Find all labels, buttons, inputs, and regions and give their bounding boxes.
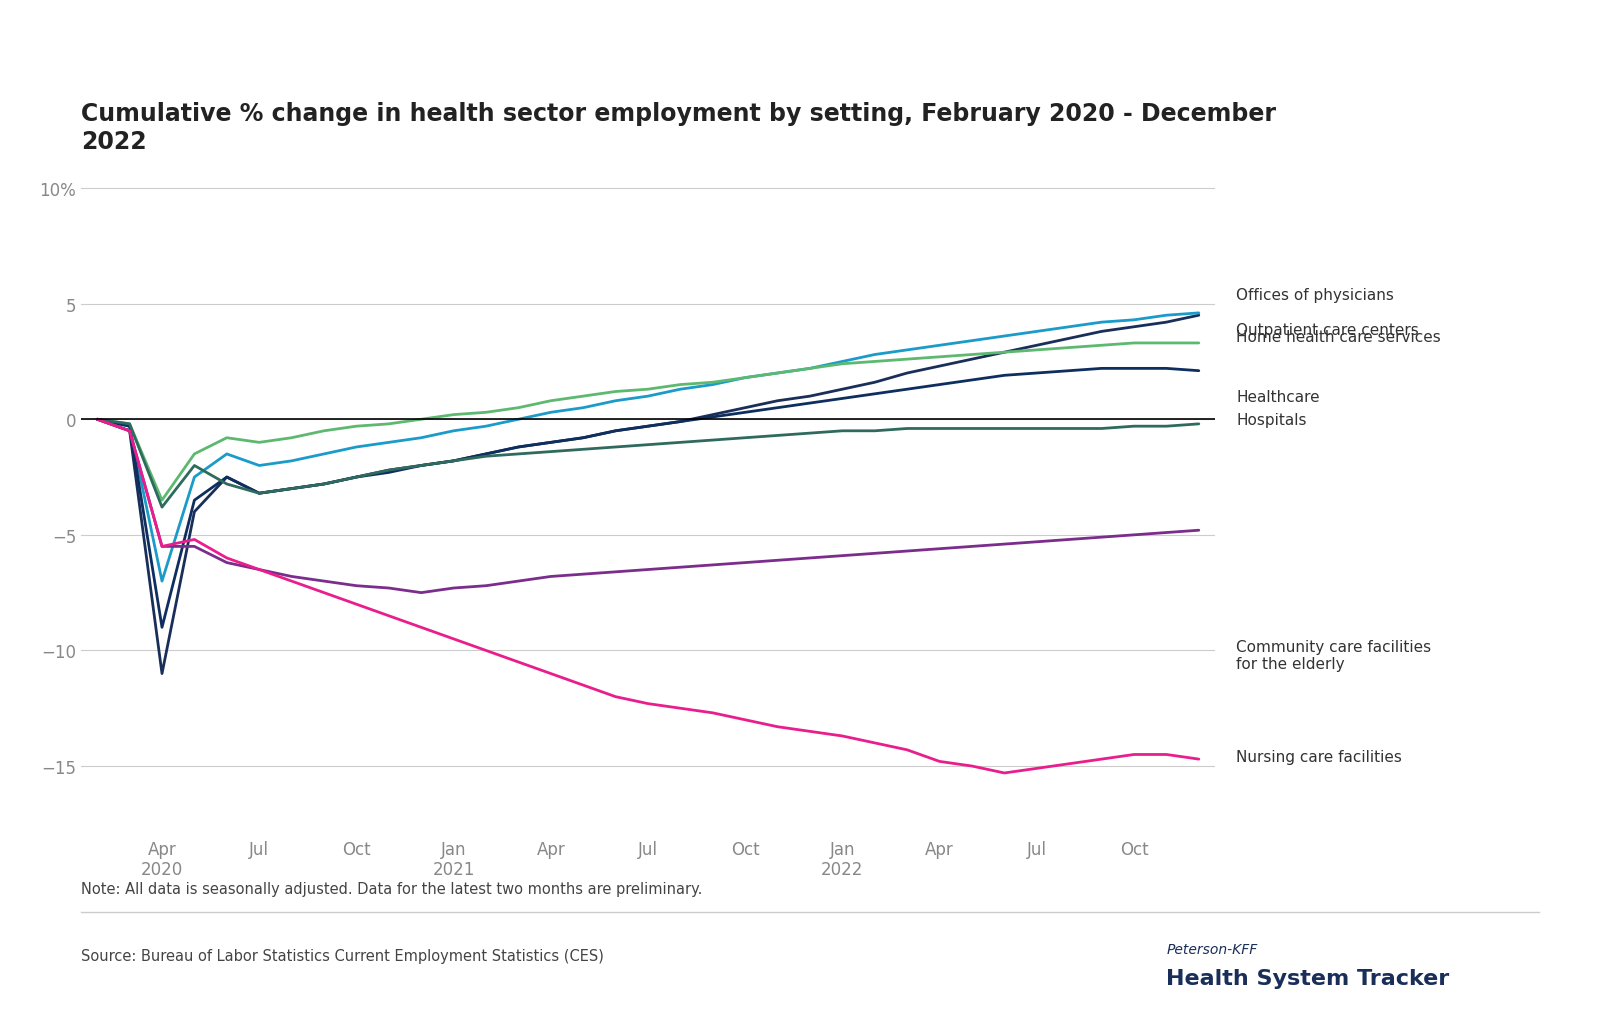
Text: Source: Bureau of Labor Statistics Current Employment Statistics (CES): Source: Bureau of Labor Statistics Curre… (81, 948, 604, 963)
Text: Community care facilities
for the elderly: Community care facilities for the elderl… (1236, 639, 1430, 672)
Text: 2022: 2022 (821, 861, 863, 878)
Text: Peterson-KFF: Peterson-KFF (1166, 943, 1257, 957)
Text: 2021: 2021 (433, 861, 475, 878)
Text: Outpatient care centers: Outpatient care centers (1236, 322, 1419, 337)
Text: 2020: 2020 (141, 861, 183, 878)
Text: Home health care services: Home health care services (1236, 329, 1440, 344)
Text: Health System Tracker: Health System Tracker (1166, 968, 1450, 988)
Text: Note: All data is seasonally adjusted. Data for the latest two months are prelim: Note: All data is seasonally adjusted. D… (81, 881, 703, 897)
Text: Cumulative % change in health sector employment by setting, February 2020 - Dece: Cumulative % change in health sector emp… (81, 102, 1277, 154)
Text: Hospitals: Hospitals (1236, 413, 1307, 427)
Text: Nursing care facilities: Nursing care facilities (1236, 750, 1401, 764)
Text: Healthcare: Healthcare (1236, 389, 1320, 405)
Text: Offices of physicians: Offices of physicians (1236, 287, 1393, 303)
